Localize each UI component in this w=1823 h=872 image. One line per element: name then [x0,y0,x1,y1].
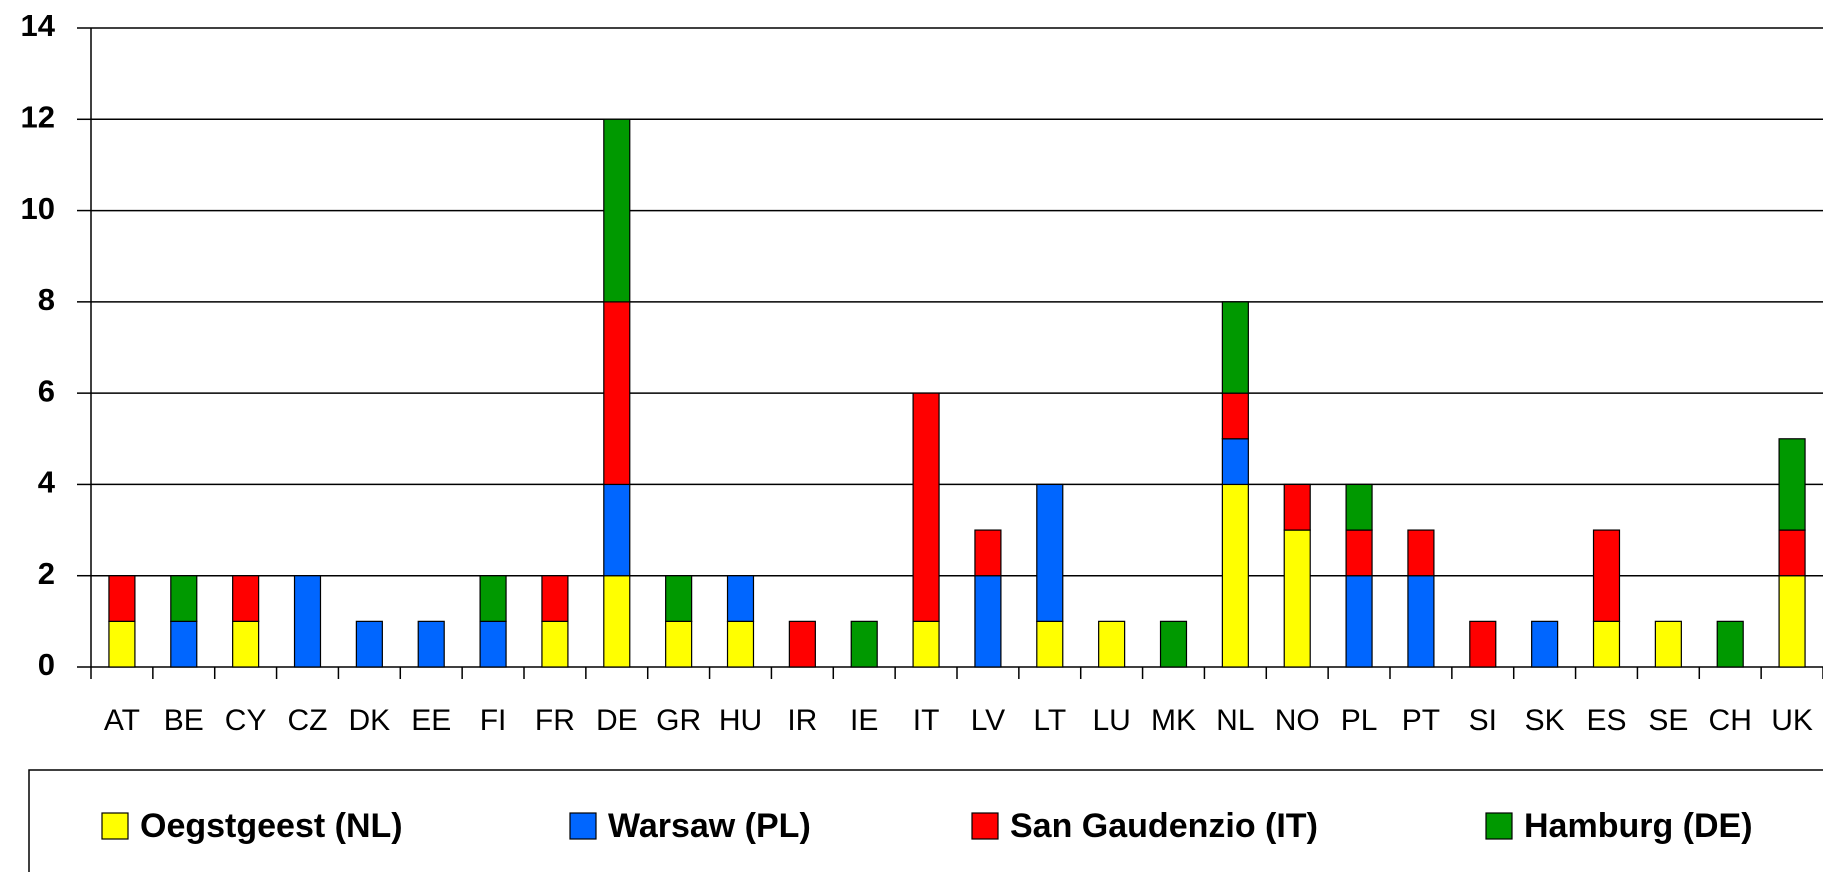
bar-segment [1221,301,1249,394]
y-tick-label: 0 [38,647,55,682]
bar-segment [726,575,755,622]
bar-segment [974,575,1002,668]
y-tick-label: 12 [21,99,55,134]
bar-segment [603,301,631,486]
bar-segment [479,620,507,668]
bar-segment [417,620,445,668]
bar-segment [788,620,816,668]
x-tick-label: LT [1033,704,1066,737]
bar-segment [850,620,878,668]
bar-segment [726,620,755,668]
bar-segment [1654,620,1682,668]
legend-swatch [1485,812,1513,840]
x-tick-label: MK [1151,704,1196,737]
x-tick-label: AT [104,704,140,737]
x-tick-label: UK [1771,704,1813,737]
bar-segment [603,575,631,668]
bar-segment [603,483,631,577]
bar-segment [1036,483,1064,622]
bar-segment [1345,575,1373,668]
bar-segment [108,620,136,668]
x-tick-label: SK [1525,704,1565,737]
y-tick-label: 8 [38,282,55,317]
bar-segment [665,575,693,622]
x-tick-label: IT [913,704,940,737]
bar-segment [1221,438,1249,486]
x-tick-label: DE [596,704,638,737]
bar-segment [1098,620,1126,668]
y-tick-label: 4 [38,465,56,500]
legend-label: San Gaudenzio (IT) [1010,807,1318,845]
x-tick-label: BE [164,704,204,737]
x-tick-label: ES [1586,704,1626,737]
legend-label: Hamburg (DE) [1524,807,1753,845]
legend-swatch [569,812,597,840]
x-tick-label: HU [719,704,762,737]
bar-segment [1283,529,1311,668]
bar-segment [665,620,693,668]
bar-segment [1778,438,1806,531]
legend-box [28,769,1823,872]
x-tick-label: CY [225,704,267,737]
bar-segment [1345,483,1373,531]
bar-segment [1469,620,1497,668]
bar-segment [293,575,322,668]
bar-segment [603,118,631,303]
x-tick-label: FR [535,704,575,737]
bar-segment [1407,529,1435,577]
legend-swatch [101,812,129,840]
bar-segment [170,575,198,622]
x-tick-label: IE [850,704,878,737]
bar-segment [541,575,569,622]
x-tick-label: PL [1341,704,1378,737]
legend-label: Oegstgeest (NL) [140,807,403,845]
x-tick-label: CZ [288,704,328,737]
x-tick-label: EE [411,704,451,737]
x-tick-label: GR [656,704,701,737]
bar-segment [479,575,507,622]
y-tick-label: 6 [38,373,55,408]
bar-segment [1778,529,1806,577]
bar-segment [1283,483,1311,531]
bar-segment [170,620,198,668]
bar-segment [1345,529,1373,577]
bar-segment [912,392,940,622]
bar-segment [1716,620,1744,668]
x-tick-label: LU [1092,704,1130,737]
y-tick-label: 2 [38,556,55,591]
bar-segment [1592,620,1621,668]
bar-segment [232,620,260,668]
y-tick-label: 10 [21,191,55,226]
bar-segment [1221,392,1249,440]
bar-segment [1778,575,1806,668]
bar-segment [232,575,260,622]
bar-segment [1159,620,1188,668]
bar-segment [912,620,940,668]
bar-segment [355,620,383,668]
bar-segment [1592,529,1621,622]
legend-swatch [971,812,999,840]
x-tick-label: NO [1275,704,1320,737]
x-tick-label: SE [1648,704,1688,737]
bar-segment [541,620,569,668]
x-tick-label: IR [787,704,817,737]
x-tick-label: CH [1709,704,1752,737]
x-tick-label: FI [480,704,507,737]
x-tick-label: PT [1402,704,1440,737]
bar-segment [974,529,1002,577]
bar-segment [1036,620,1064,668]
bar-segment [1531,620,1559,668]
x-tick-label: SI [1469,704,1497,737]
bar-segment [1221,483,1249,668]
x-tick-label: NL [1216,704,1254,737]
x-tick-label: DK [349,704,391,737]
x-tick-label: LV [971,704,1005,737]
bar-segment [1407,575,1435,668]
bar-segment [108,575,136,622]
legend-label: Warsaw (PL) [608,807,811,845]
y-tick-label: 14 [21,8,56,43]
